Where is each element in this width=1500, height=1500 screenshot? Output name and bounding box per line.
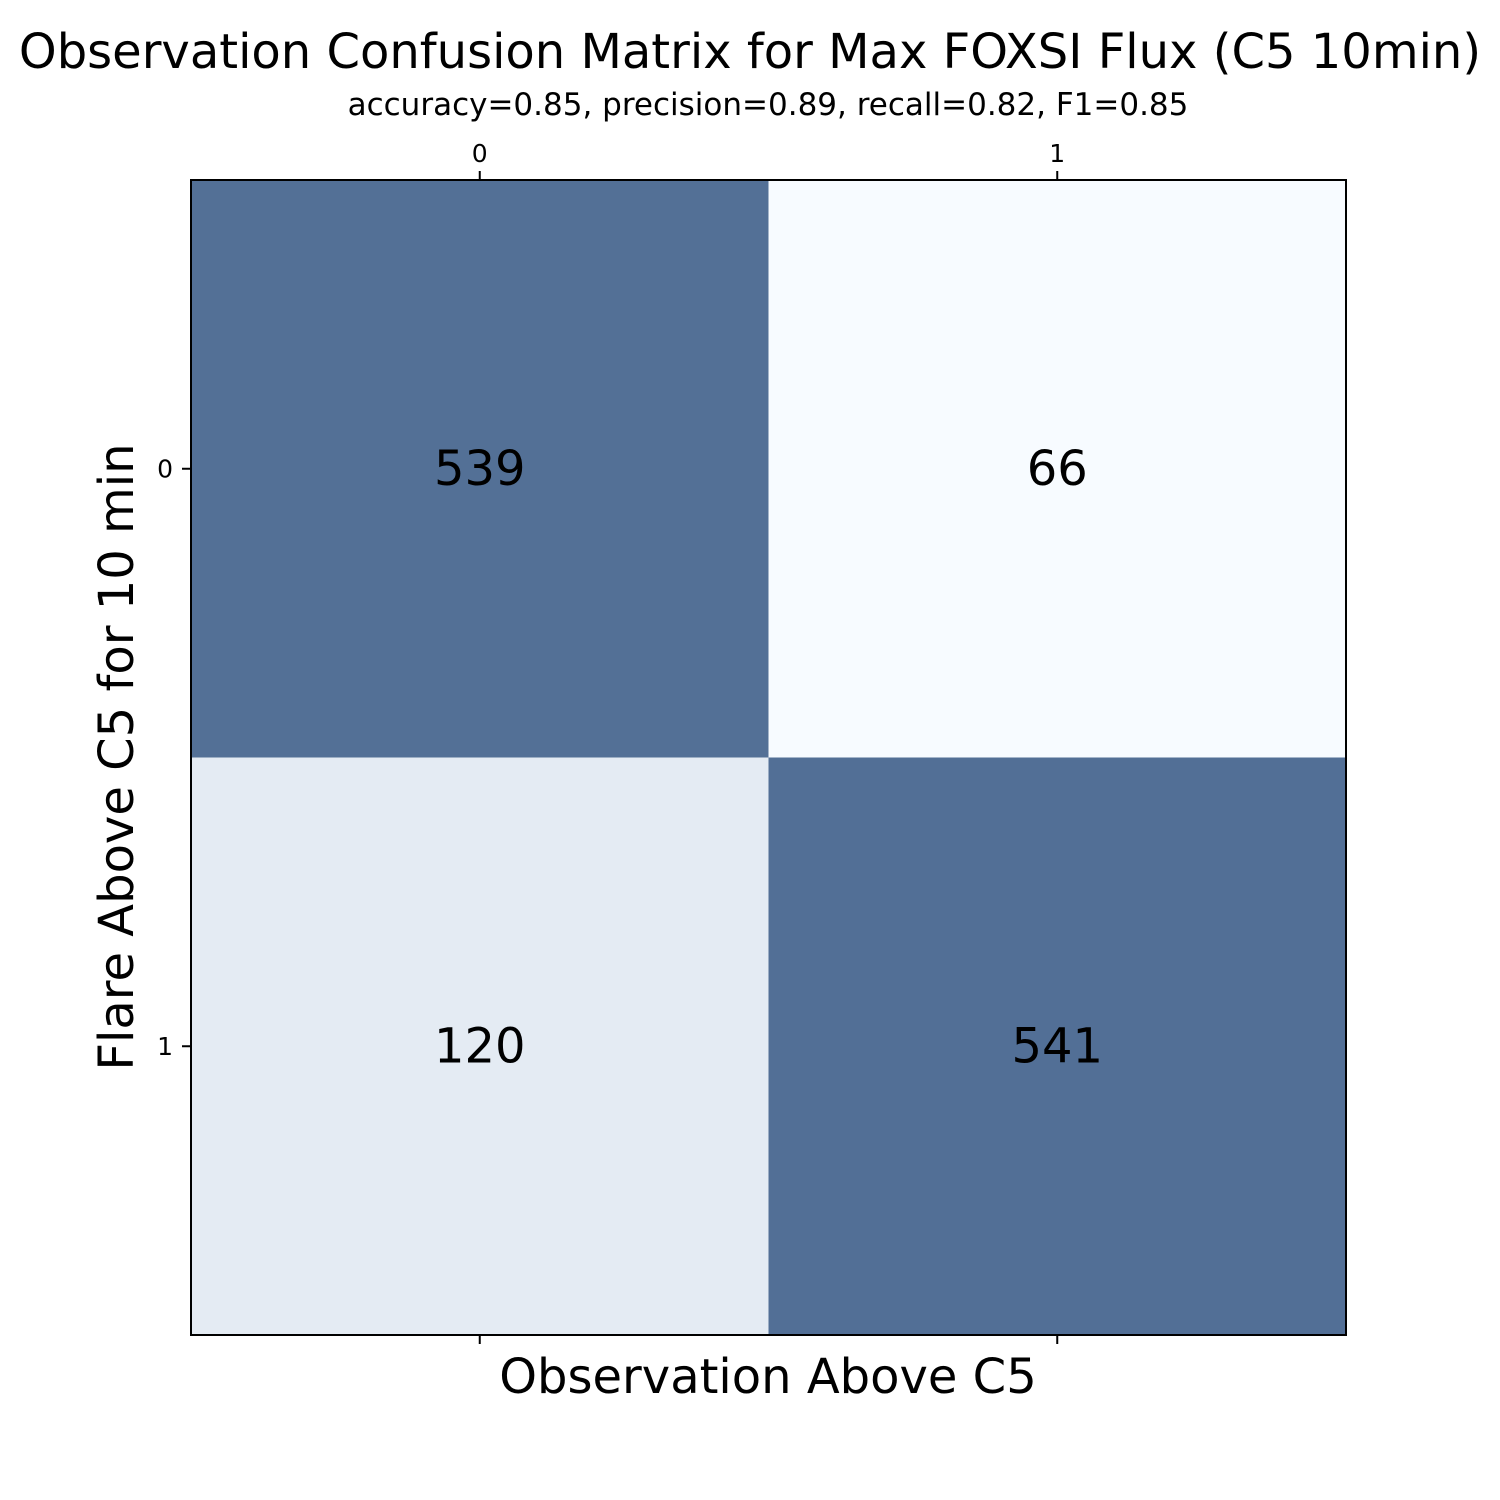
cell-value-r0-c1: 66 xyxy=(1027,441,1088,497)
y-axis-ticks: 01 xyxy=(157,454,191,1061)
y-tick-label-1: 1 xyxy=(157,1032,173,1061)
cell-value-r1-c0: 120 xyxy=(434,1018,526,1074)
y-axis-label: Flare Above C5 for 10 min xyxy=(89,443,145,1070)
heatmap-cell-r1-c1 xyxy=(768,757,1347,1336)
chart-subtitle: accuracy=0.85, precision=0.89, recall=0.… xyxy=(348,87,1189,123)
heatmap-cells xyxy=(191,180,1347,1336)
cell-value-r0-c0: 539 xyxy=(434,441,526,497)
chart-title: Observation Confusion Matrix for Max FOX… xyxy=(19,24,1481,80)
x-axis-label: Observation Above C5 xyxy=(499,1349,1036,1405)
cell-value-r1-c1: 541 xyxy=(1011,1018,1103,1074)
heatmap-cell-r1-c0 xyxy=(191,757,769,1336)
cell-values: 539 66 120 541 xyxy=(434,441,1103,1075)
plot-frame xyxy=(190,179,1347,1336)
y-tick-label-0: 0 xyxy=(157,454,173,483)
x-tick-label-0: 0 xyxy=(472,139,488,168)
x-tick-label-1: 1 xyxy=(1049,139,1065,168)
heatmap-cell-r0-c0 xyxy=(191,180,769,758)
heatmap-cell-r0-c1 xyxy=(768,180,1347,758)
